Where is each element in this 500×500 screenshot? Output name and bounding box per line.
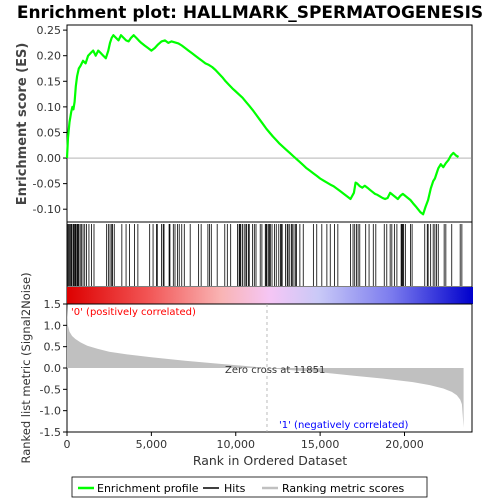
x-axis: 0 5,000 10,000 15,000 20,000 — [64, 432, 424, 451]
rank-ytick-label: 0.0 — [44, 362, 62, 375]
es-ytick-label: 0.00 — [37, 152, 62, 165]
heat-bar-gradient — [67, 287, 473, 304]
es-ylabel: Enrichment score (ES) — [15, 43, 30, 206]
x-tick-label: 5,000 — [136, 438, 168, 451]
legend-enrichment-label: Enrichment profile — [97, 482, 199, 495]
rank-ytick-label: 1.0 — [44, 319, 62, 332]
es-ytick-label: 0.15 — [37, 75, 62, 88]
zero-cross-label: Zero cross at 11851 — [225, 365, 325, 376]
x-axis-label: Rank in Ordered Dataset — [193, 453, 347, 468]
x-tick-label: 10,000 — [217, 438, 256, 451]
es-ytick-label: 0.05 — [37, 126, 62, 139]
x-tick-label: 15,000 — [301, 438, 340, 451]
chart-title: Enrichment plot: HALLMARK_SPERMATOGENESI… — [17, 3, 483, 23]
ranking-heat-bar — [66, 286, 473, 305]
legend-box — [71, 476, 428, 498]
rank-ytick-label: -0.5 — [40, 383, 61, 396]
rank-ytick-label: -1.5 — [40, 426, 61, 439]
es-ytick-label: 0.20 — [37, 50, 62, 63]
negative-correlation-label: '1' (negatively correlated) — [279, 420, 408, 431]
es-ytick-label: 0.25 — [37, 24, 62, 37]
es-ytick-label: -0.05 — [33, 178, 61, 191]
es-ytick-label: -0.10 — [33, 203, 61, 216]
legend: Enrichment profile Hits Ranking metric s… — [71, 476, 428, 498]
es-ytick-label: 0.10 — [37, 101, 62, 114]
hits-panel — [66, 221, 473, 288]
positive-correlation-label: '0' (positively correlated) — [71, 307, 196, 318]
rank-ylabel: Ranked list metric (Signal2Noise) — [19, 272, 33, 463]
x-tick-label: 0 — [64, 438, 71, 451]
enrichment-profile-line — [65, 34, 460, 216]
legend-hits-label: Hits — [224, 482, 246, 495]
rank-ytick-label: 1.5 — [44, 298, 62, 311]
x-tick-label: 20,000 — [385, 438, 424, 451]
legend-ranking-label: Ranking metric scores — [282, 482, 404, 495]
ranking-metric-area — [67, 304, 464, 428]
rank-ytick-label: -1.0 — [40, 405, 61, 418]
es-panel-frame — [66, 24, 473, 223]
es-panel: 0.25 0.20 0.15 0.10 0.05 0.00 -0.05 -0.10 Enric… — [15, 24, 473, 223]
rank-ytick-label: 0.5 — [44, 341, 62, 354]
rank-panel: 1.5 1.0 0.5 0.0 -0.5 -1.0 -1.5 '0' (positively… — [19, 272, 473, 464]
